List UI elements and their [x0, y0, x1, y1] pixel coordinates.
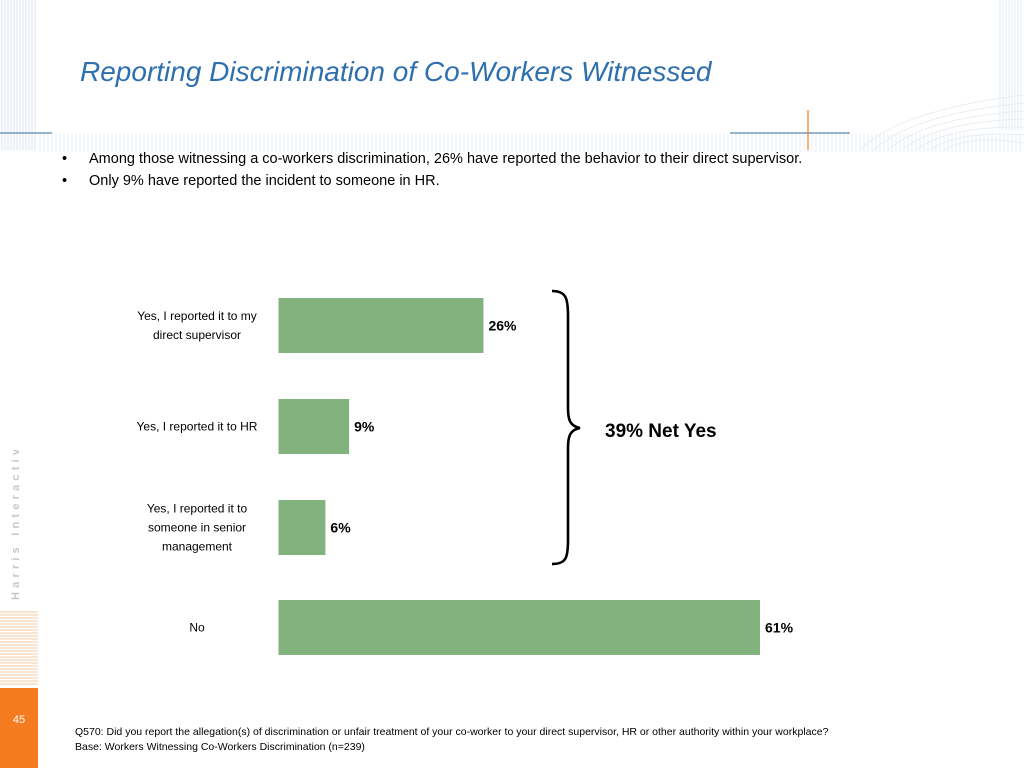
bullet-item: Among those witnessing a co-workers disc…: [62, 148, 802, 170]
bar: [278, 500, 326, 555]
page-number-box: 45: [0, 688, 38, 768]
slide-title: Reporting Discrimination of Co-Workers W…: [80, 56, 712, 87]
bar-value-label: 61%: [765, 620, 794, 636]
net-yes-annotation: 39% Net Yes: [605, 421, 717, 442]
brand-logo: Harris Interactive: [10, 450, 22, 600]
brand-wordmark: Harris Interactive: [10, 450, 22, 600]
bullet-list: Among those witnessing a co-workers disc…: [62, 148, 802, 192]
category-label: Yes, I reported it to someone in senior ma…: [147, 502, 248, 554]
page-number: 45: [12, 714, 26, 726]
bar: [278, 399, 350, 454]
category-label: No: [189, 621, 205, 635]
footnote-base: Base: Workers Witnessing Co-Workers Disc…: [75, 741, 365, 753]
net-yes-brace: [551, 289, 581, 566]
footnote-question: Q570: Did you report the allegation(s) o…: [75, 726, 829, 738]
category-label: Yes, I reported it to my direct superviso…: [137, 309, 257, 342]
bar-value-label: 26%: [488, 318, 517, 334]
bullet-item: Only 9% have reported the incident to so…: [62, 170, 802, 192]
footnote: Q570: Did you report the allegation(s) o…: [75, 725, 828, 755]
bar-value-label: 6%: [330, 520, 351, 536]
bar-value-label: 9%: [354, 419, 375, 435]
bar: [278, 298, 484, 353]
bar: [278, 600, 760, 655]
bar-chart: 26% Yes, I reported it to my direct superv…: [137, 285, 794, 668]
category-label: Yes, I reported it to HR: [137, 420, 258, 434]
